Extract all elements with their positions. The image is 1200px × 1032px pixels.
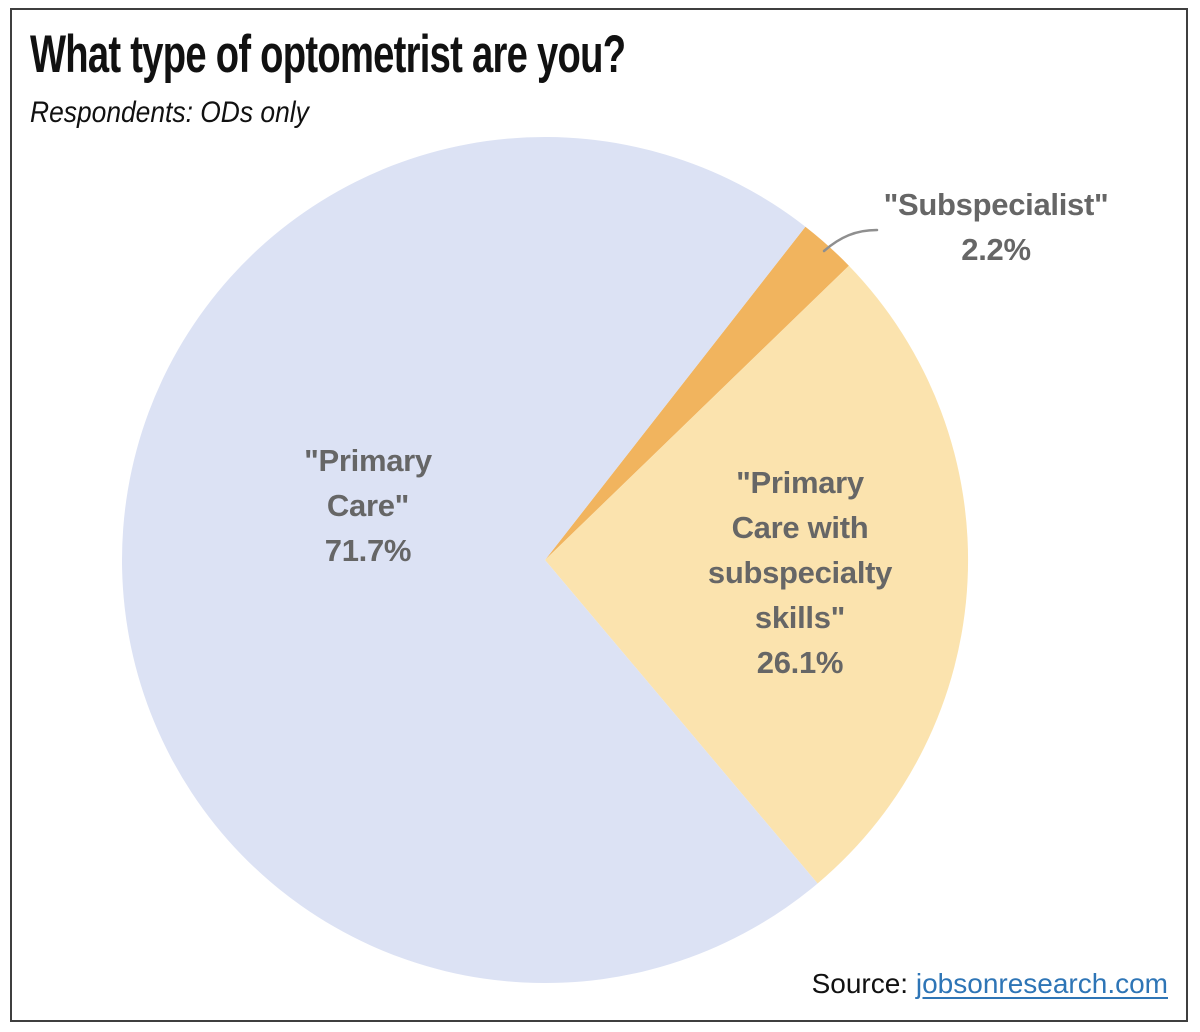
pie-slice-primary-care [122, 137, 818, 984]
slice-label-primary-care: "Primary Care" 71.7% [304, 443, 432, 568]
pie-slice-subspecialist [545, 226, 849, 560]
pie-slice-primary-care-with-subspecialty-skills [545, 265, 969, 884]
leader-line [822, 228, 879, 253]
chart-subtitle: Respondents: ODs only [30, 96, 309, 129]
source-line: Source: jobsonresearch.com [812, 968, 1168, 1000]
pie-slices [122, 137, 969, 984]
source-link[interactable]: jobsonresearch.com [915, 968, 1168, 999]
slice-label-primary-care-with-subspecialty-skills: "Primary Care with subspecialty skills" … [707, 465, 893, 680]
source-prefix: Source: [811, 968, 916, 999]
slice-label-subspecialist: "Subspecialist" 2.2% [883, 187, 1109, 267]
chart-title: What type of optometrist are you? [30, 25, 626, 84]
